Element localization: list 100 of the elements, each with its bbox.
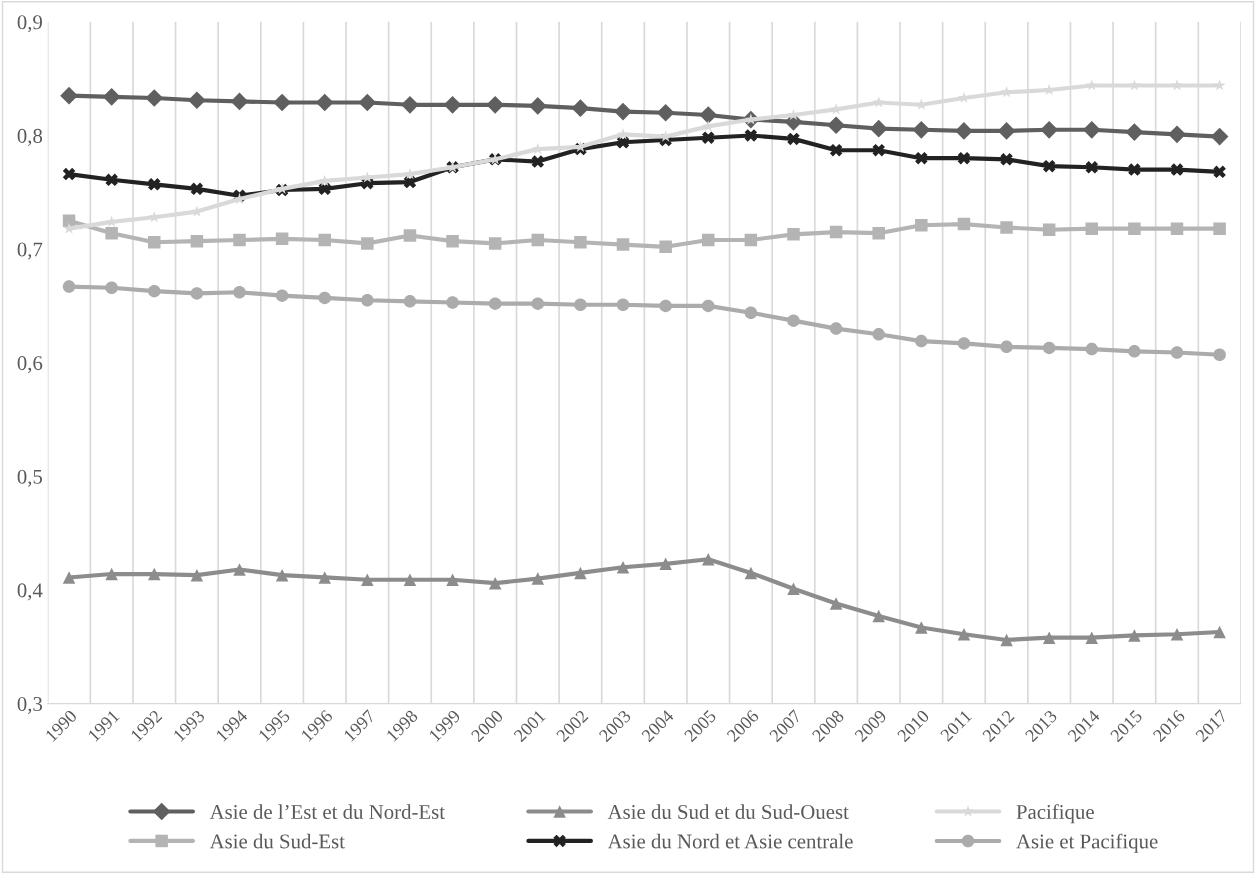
point [872, 609, 885, 623]
point [1042, 631, 1056, 644]
point [446, 234, 459, 248]
point [787, 582, 800, 596]
point [1000, 633, 1013, 647]
point [105, 567, 118, 581]
point [1213, 79, 1226, 91]
point [829, 143, 843, 157]
point [62, 167, 76, 181]
point [1170, 346, 1184, 359]
point [1210, 127, 1229, 146]
point [915, 334, 928, 348]
point [488, 576, 502, 590]
point [1213, 222, 1226, 235]
point [1128, 79, 1141, 91]
point [148, 567, 161, 581]
legend-label: Asie du Sud et du Sud-Ouest [607, 804, 849, 819]
legend-label: Asie et Pacifique [1016, 833, 1158, 853]
point [915, 218, 928, 232]
y-tick-label: 0,6 [17, 356, 43, 374]
point [702, 553, 715, 566]
point [275, 568, 289, 582]
point [659, 557, 672, 571]
point [190, 568, 204, 582]
point [829, 597, 843, 610]
point [1042, 159, 1056, 173]
point [233, 233, 246, 247]
point [1128, 163, 1141, 176]
point [105, 226, 118, 240]
point [616, 136, 630, 149]
point [1040, 120, 1058, 139]
point [148, 236, 161, 249]
y-tick-label: 0,5 [17, 469, 43, 487]
point [1170, 163, 1184, 176]
point [1042, 223, 1056, 237]
point [1213, 625, 1226, 639]
point [574, 298, 587, 312]
point [403, 229, 417, 242]
point [105, 281, 118, 294]
point [614, 102, 632, 121]
point [1000, 221, 1013, 234]
point [699, 106, 718, 124]
point [1213, 348, 1226, 362]
point [1082, 120, 1101, 139]
point [233, 286, 246, 299]
point [915, 151, 928, 165]
point [1170, 628, 1184, 641]
point [273, 93, 291, 112]
point [361, 237, 374, 250]
point [744, 129, 758, 142]
y-tick-label: 0,4 [17, 583, 43, 601]
point [1000, 153, 1013, 166]
point [656, 103, 675, 122]
point [275, 232, 289, 246]
point [829, 322, 843, 335]
point [616, 560, 630, 574]
point [488, 237, 502, 250]
point [1168, 125, 1186, 144]
point [787, 132, 800, 146]
point [571, 99, 590, 118]
y-tick-label: 0,8 [17, 128, 43, 146]
point [616, 238, 630, 251]
point [105, 173, 118, 187]
point [531, 155, 545, 168]
point [1128, 629, 1141, 642]
point [1128, 222, 1141, 235]
point [574, 566, 587, 580]
point [827, 116, 845, 135]
point [1085, 161, 1099, 174]
point [957, 151, 971, 165]
point [1128, 345, 1141, 358]
point [955, 122, 973, 140]
point [957, 217, 971, 231]
point [443, 95, 462, 114]
point [659, 299, 672, 313]
point [1170, 222, 1184, 235]
point [1042, 341, 1056, 355]
point [531, 233, 545, 247]
point [702, 233, 715, 247]
point [787, 228, 800, 241]
point [912, 120, 931, 139]
point [62, 571, 76, 584]
point [358, 93, 377, 112]
point [659, 240, 672, 254]
point [190, 287, 204, 300]
point [318, 233, 331, 247]
point [702, 299, 715, 313]
point [702, 131, 715, 144]
point [102, 88, 121, 106]
point [403, 295, 417, 308]
point [1213, 165, 1226, 179]
point [915, 621, 928, 634]
point [744, 566, 758, 580]
point [190, 182, 204, 196]
legend-label: Asie du Nord et Asie centrale [607, 833, 853, 849]
point [616, 298, 630, 312]
point [869, 119, 888, 138]
point [62, 214, 76, 227]
point [1125, 123, 1144, 141]
point [275, 289, 289, 302]
